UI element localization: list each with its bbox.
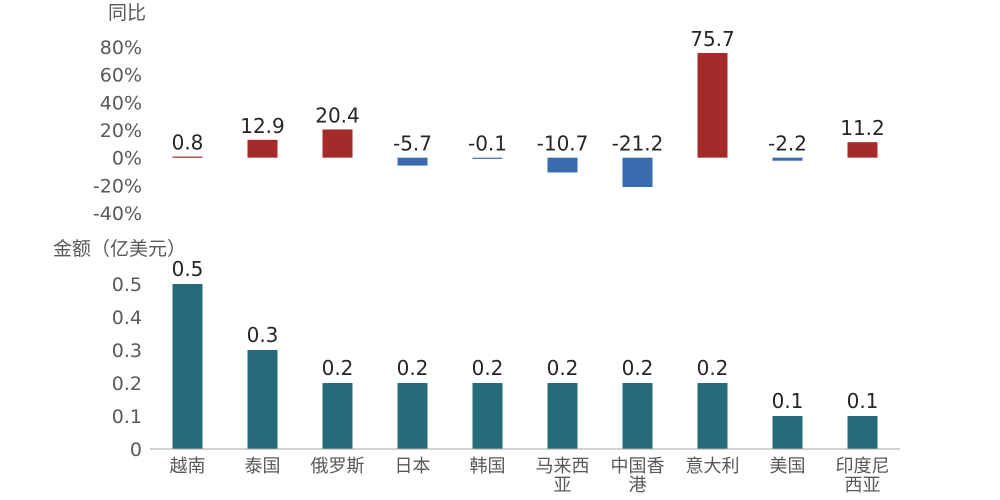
yoy-bar-4 [397, 157, 428, 166]
yoy-data-label-8: 75.7 [690, 27, 735, 51]
amount-panel: 金额（亿美元） 0 0.1 0.2 0.3 0.4 0.5 0.5 0.3 0.2 0.2 0.2… [53, 238, 900, 496]
yoy-bar-7 [622, 157, 653, 187]
amount-axis-title: 金额（亿美元） [53, 238, 186, 260]
amount-y-ticks: 0 0.1 0.2 0.3 0.4 0.5 [112, 274, 142, 461]
yoy-data-label-9: -2.2 [768, 132, 807, 156]
amount-bar-1 [172, 284, 203, 449]
yoy-bar-8 [697, 52, 728, 158]
category-label-6-line-2: 亚 [554, 475, 572, 496]
amount-y-tick-0: 0 [130, 439, 142, 461]
amount-y-tick-0m1: 0.1 [112, 406, 142, 428]
amount-bar-7 [622, 383, 653, 449]
category-label-8: 意大利 [686, 456, 740, 477]
category-label-1: 越南 [170, 456, 206, 477]
amount-bar-2 [247, 350, 278, 449]
yoy-bar-10 [847, 142, 878, 158]
category-label-2: 泰国 [245, 456, 281, 477]
amount-bar-10 [847, 416, 878, 449]
amount-data-labels: 0.5 0.3 0.2 0.2 0.2 0.2 0.2 0.2 0.1 0.1 [172, 257, 879, 413]
amount-y-tick-0m2: 0.2 [112, 373, 142, 395]
yoy-data-label-6: -10.7 [537, 132, 589, 156]
amount-data-label-5: 0.2 [472, 356, 504, 380]
category-label-10-line-1: 印度尼 [836, 456, 890, 477]
yoy-data-label-5: -0.1 [468, 132, 507, 156]
yoy-bar-6 [547, 157, 578, 173]
amount-data-label-4: 0.2 [397, 356, 429, 380]
yoy-bar-3 [322, 129, 353, 158]
category-label-5: 韩国 [470, 456, 506, 477]
category-label-7-line-1: 中国香 [611, 456, 665, 477]
yoy-bar-1 [172, 156, 203, 158]
yoy-y-tick-80: 80% [100, 37, 142, 59]
yoy-bar-9 [772, 157, 803, 161]
amount-bar-3 [322, 383, 353, 449]
amount-data-label-3: 0.2 [322, 356, 354, 380]
yoy-data-label-4: -5.7 [393, 132, 432, 156]
yoy-y-tick-0: 0% [112, 148, 142, 170]
yoy-bar-5 [472, 157, 503, 159]
category-label-6-line-1: 马来西 [536, 456, 590, 477]
yoy-y-tick-40: -40% [93, 203, 142, 225]
yoy-data-label-10: 11.2 [840, 116, 885, 140]
yoy-y-tick-40: 40% [100, 92, 142, 114]
yoy-data-labels: 0.8 12.9 20.4 -5.7 -0.1 -10.7 -21.2 75.7 -2.2 11.… [172, 27, 885, 156]
amount-bar-8 [697, 383, 728, 449]
amount-data-label-10: 0.1 [847, 389, 879, 413]
amount-y-tick-0m5: 0.5 [112, 274, 142, 296]
yoy-y-tick-60: 60% [100, 65, 142, 87]
category-label-7-line-2: 港 [629, 475, 647, 496]
amount-data-label-6: 0.2 [547, 356, 579, 380]
category-label-4: 日本 [395, 456, 431, 477]
category-label-10-line-2: 西亚 [845, 475, 881, 496]
yoy-panel: 同比 -40% -20% 0% 20% 40% 60% 80% 0.8 12.9 20.4 -5.… [93, 2, 885, 225]
yoy-data-label-1: 0.8 [172, 131, 204, 155]
amount-y-tick-0m3: 0.3 [112, 340, 142, 362]
amount-bar-5 [472, 383, 503, 449]
yoy-data-label-3: 20.4 [315, 103, 360, 127]
yoy-data-label-7: -21.2 [612, 132, 664, 156]
amount-data-label-9: 0.1 [772, 389, 804, 413]
yoy-bars [172, 52, 878, 187]
category-label-3: 俄罗斯 [311, 456, 365, 477]
amount-bar-9 [772, 416, 803, 449]
yoy-y-tick-20: -20% [93, 175, 142, 197]
yoy-y-ticks: -40% -20% 0% 20% 40% 60% 80% [93, 37, 142, 225]
amount-data-label-8: 0.2 [697, 356, 729, 380]
yoy-data-label-2: 12.9 [240, 114, 285, 138]
category-label-9: 美国 [770, 456, 806, 477]
yoy-axis-title: 同比 [108, 2, 146, 24]
yoy-y-tick-20: 20% [100, 120, 142, 142]
amount-y-tick-0m4: 0.4 [112, 307, 142, 329]
amount-data-label-1: 0.5 [172, 257, 204, 281]
amount-data-label-7: 0.2 [622, 356, 654, 380]
yoy-bar-2 [247, 139, 278, 158]
amount-bar-6 [547, 383, 578, 449]
amount-bars [172, 284, 878, 449]
amount-data-label-2: 0.3 [247, 323, 279, 347]
amount-bar-4 [397, 383, 428, 449]
